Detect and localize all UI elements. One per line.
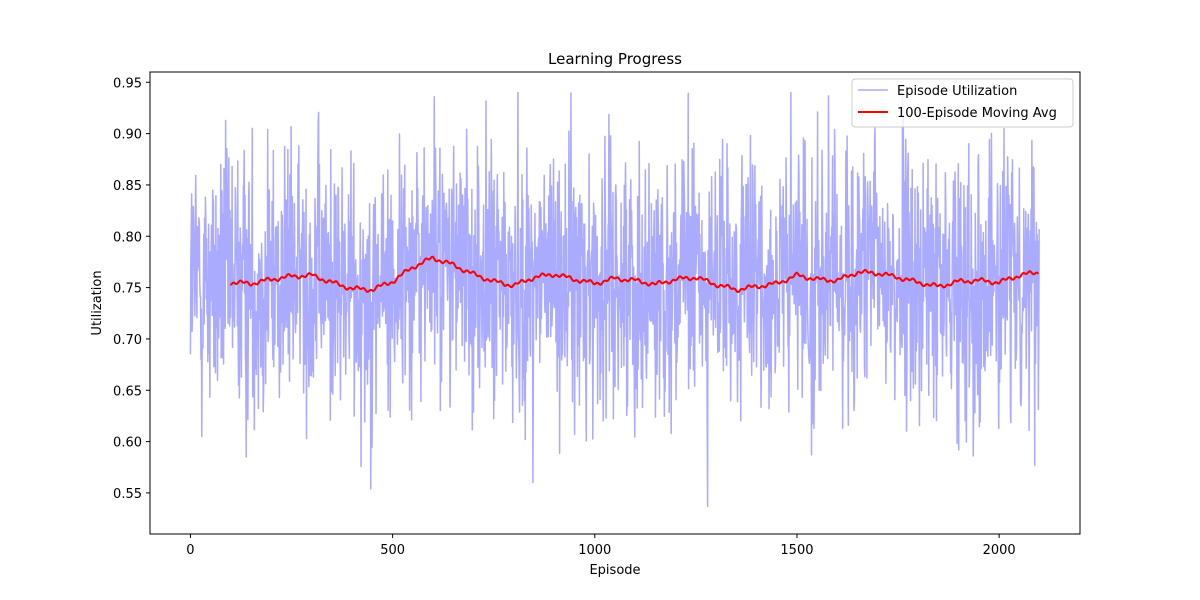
y-tick-label: 0.55 <box>113 487 142 502</box>
y-axis: 0.55 0.60 0.65 0.70 0.75 0.80 0.85 0.90 0.95 <box>113 76 150 502</box>
x-tick-label: 1000 <box>578 543 611 558</box>
x-tick-label: 2000 <box>983 543 1016 558</box>
legend-label-moving-average: 100-Episode Moving Avg <box>897 106 1057 121</box>
legend: Episode Utilization 100-Episode Moving A… <box>851 78 1074 128</box>
y-axis-label: Utilization <box>90 270 105 335</box>
episode-utilization-line <box>189 91 1040 508</box>
legend-box <box>851 78 1074 128</box>
y-tick-label: 0.80 <box>113 230 142 245</box>
legend-label-episode-utilization: Episode Utilization <box>897 84 1017 99</box>
x-tick-label: 0 <box>186 543 194 558</box>
chart-title: Learning Progress <box>548 50 682 68</box>
y-tick-label: 0.70 <box>113 333 142 348</box>
x-tick-label: 1500 <box>780 543 813 558</box>
y-tick-label: 0.85 <box>113 179 142 194</box>
x-tick-label: 500 <box>380 543 405 558</box>
moving-average-series <box>229 255 1040 293</box>
x-axis: 0 500 1000 1500 2000 <box>186 534 1016 558</box>
plot-area-frame <box>149 71 1081 535</box>
episode-utilization-series <box>189 91 1040 508</box>
y-tick-label: 0.75 <box>113 282 142 297</box>
y-tick-label: 0.60 <box>113 436 142 451</box>
y-tick-label: 0.90 <box>113 128 142 143</box>
moving-average-line <box>229 255 1040 293</box>
x-axis-label: Episode <box>589 563 640 578</box>
y-tick-label: 0.95 <box>113 76 142 91</box>
y-tick-label: 0.65 <box>113 384 142 399</box>
